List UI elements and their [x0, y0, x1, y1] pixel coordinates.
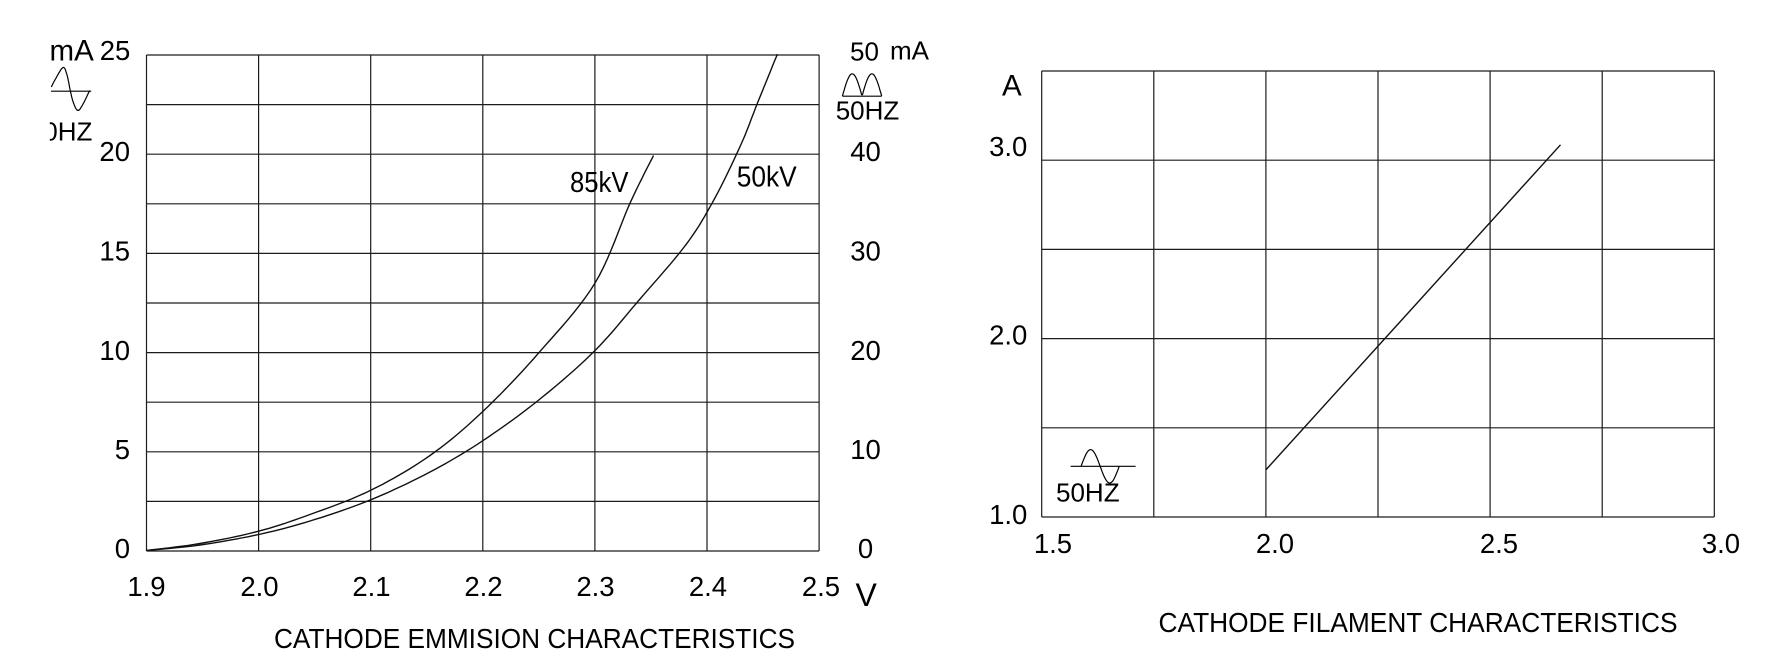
svg-text:3.0: 3.0 [989, 131, 1027, 162]
svg-text:mA: mA [890, 36, 930, 66]
svg-text:2.5: 2.5 [802, 571, 840, 602]
svg-text:1.9: 1.9 [127, 571, 165, 602]
svg-text:2.3: 2.3 [576, 571, 614, 602]
svg-text:CATHODE FILAMENT CHARACTERISTI: CATHODE FILAMENT CHARACTERISTICS [1159, 606, 1678, 638]
svg-text:1.5: 1.5 [1034, 528, 1072, 559]
svg-text:CATHODE EMMISION CHARACTERISTI: CATHODE EMMISION CHARACTERISTICS [274, 622, 795, 654]
svg-text:2.2: 2.2 [464, 571, 502, 602]
svg-text:3.0: 3.0 [1702, 528, 1740, 559]
svg-text:2.0: 2.0 [989, 320, 1027, 351]
svg-text:20: 20 [850, 335, 881, 366]
svg-text:10: 10 [99, 335, 130, 366]
svg-text:1.0: 1.0 [989, 499, 1027, 530]
svg-text:2.0: 2.0 [1256, 528, 1294, 559]
svg-text:5: 5 [115, 434, 130, 465]
svg-text:40: 40 [850, 136, 881, 167]
svg-text:20: 20 [99, 136, 130, 167]
svg-text:50: 50 [850, 36, 879, 66]
svg-text:mA: mA [50, 34, 95, 67]
svg-text:50HZ: 50HZ [1056, 477, 1120, 507]
svg-text:50HZ: 50HZ [836, 96, 900, 126]
svg-text:2.1: 2.1 [352, 571, 390, 602]
svg-text:15: 15 [99, 236, 130, 267]
svg-text:0: 0 [858, 533, 873, 564]
svg-text:2.0: 2.0 [240, 571, 278, 602]
svg-text:2.5: 2.5 [1480, 528, 1518, 559]
svg-text:50kV: 50kV [737, 162, 798, 194]
svg-text:30: 30 [850, 236, 881, 267]
svg-text:25: 25 [100, 35, 131, 66]
svg-text:2.4: 2.4 [689, 571, 727, 602]
svg-text:85kV: 85kV [570, 167, 629, 199]
svg-text:A: A [1002, 69, 1022, 102]
svg-text:10: 10 [850, 434, 881, 465]
svg-text:0: 0 [115, 533, 130, 564]
svg-text:V: V [856, 577, 878, 613]
